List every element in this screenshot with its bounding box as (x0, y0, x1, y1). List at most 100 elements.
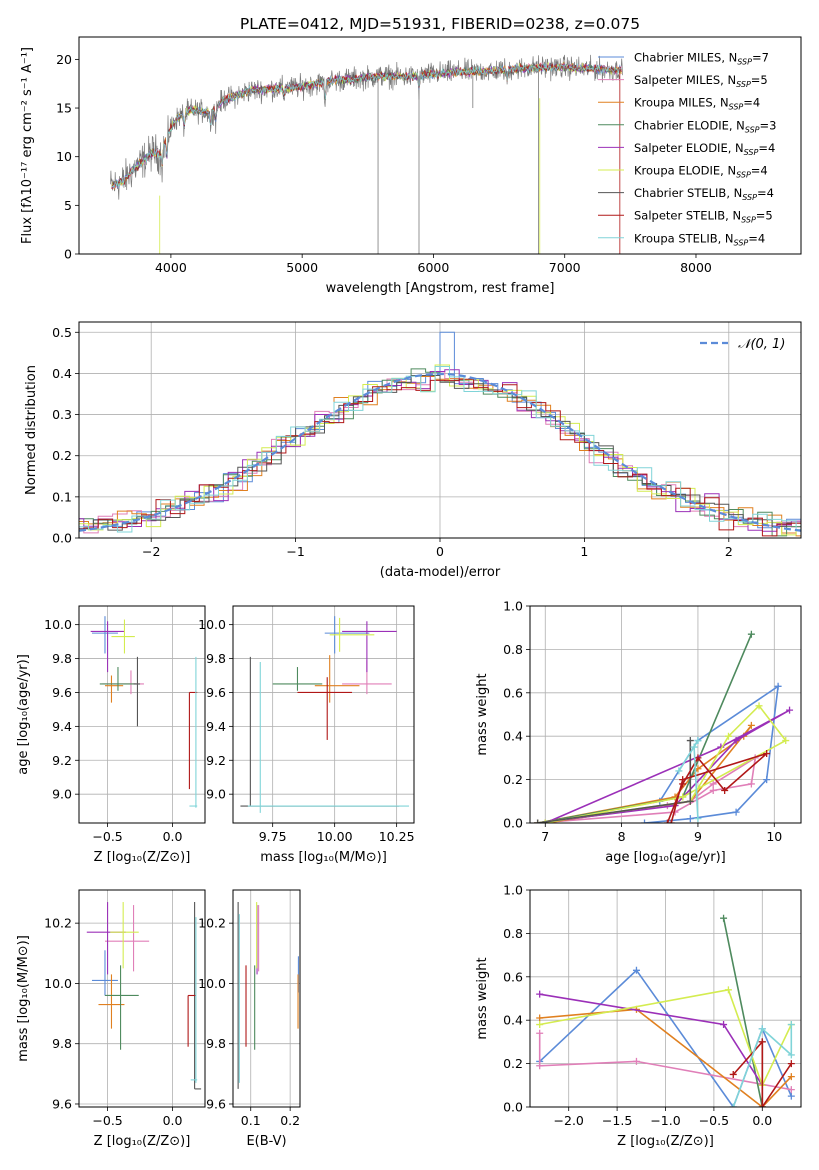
x-tick-label: 6000 (418, 260, 450, 275)
x-tick-label: 8 (618, 829, 626, 844)
x-tick-label: 2 (725, 544, 733, 559)
y-tick-label: 9.6 (52, 685, 72, 700)
histogram-kroupa-miles (79, 376, 801, 537)
x-tick-label: 10.25 (379, 829, 415, 844)
plot-area (233, 890, 300, 1107)
marker-plus (694, 754, 702, 762)
x-tick-label: 0.0 (163, 829, 183, 844)
y-tick-label: 9.8 (52, 651, 72, 666)
y-tick-label: 15 (56, 101, 72, 116)
histogram-salpeter-miles (79, 371, 801, 534)
x-axis-label: Z [log₁₀(Z/Z⊙)] (94, 1134, 191, 1149)
y-tick-label: 0.3 (52, 407, 72, 422)
y-tick-label: 10.2 (44, 916, 72, 931)
y-tick-label: 9.8 (52, 1036, 72, 1051)
model-trace-chabrier-elodie (111, 63, 622, 188)
marker-plus (787, 1060, 795, 1068)
y-tick-label: 0.8 (503, 642, 523, 657)
marker-plus (675, 767, 683, 775)
x-tick-label: 1 (580, 544, 588, 559)
legend-label: Kroupa ELODIE, NSSP=4 (634, 164, 768, 180)
x-tick-label: 10.00 (317, 829, 353, 844)
chart-age_vs_mass: 9.75 10.00 10.25 9.0 9.2 9.4 9.6 9.8 10.0 mass [l… (198, 605, 415, 865)
y-tick-label: 0.4 (503, 729, 523, 744)
y-tick-label: 0.4 (503, 1013, 523, 1028)
model-trace-chabrier-miles (111, 63, 622, 189)
x-tick-label: −0.5 (92, 1113, 122, 1128)
y-tick-label: 0.2 (52, 448, 72, 463)
x-tick-label: −2 (142, 544, 160, 559)
x-tick-label: 7 (541, 829, 549, 844)
marker-plus (536, 1014, 544, 1022)
series-line-chabrier-elodie (537, 633, 753, 823)
marker-plus (763, 750, 771, 758)
legend-label: Kroupa MILES, NSSP=4 (634, 96, 760, 112)
x-tick-label: 5000 (286, 260, 318, 275)
y-tick-label: 10.0 (198, 976, 226, 991)
y-tick-label: 1.0 (503, 883, 523, 898)
axes-frame (78, 889, 206, 1108)
marker-plus (724, 986, 732, 994)
x-tick-label: −1.5 (602, 1113, 632, 1128)
x-tick-label: 0 (436, 544, 444, 559)
marker-plus (686, 737, 694, 745)
axes-frame (232, 605, 415, 824)
model-trace-kroupa-stelib (111, 63, 622, 189)
marker-plus (724, 732, 732, 740)
marker-plus (747, 721, 755, 729)
histogram-chabrier-stelib (79, 375, 801, 535)
marker-plus (679, 793, 687, 801)
y-axis-label: Flux [fλ10⁻¹⁷ erg cm⁻² s⁻¹ A⁻¹] (20, 47, 35, 244)
y-tick-label: 0.2 (503, 1056, 523, 1071)
marker-plus (782, 737, 790, 745)
chart-age_vs_Z: −0.5 0.0 9.0 9.2 9.4 9.6 9.8 10.0 Z [log₁₀(Z/Z⊙)… (16, 605, 206, 865)
y-tick-label: 10.0 (44, 617, 72, 632)
marker-plus (686, 797, 694, 805)
x-tick-label: 4000 (155, 260, 187, 275)
y-axis-label: mass [log₁₀(M/M⊙)] (16, 935, 31, 1062)
x-tick-label: 9.75 (259, 829, 287, 844)
marker-plus (541, 819, 549, 823)
legend-label: Chabrier MILES, NSSP=7 (634, 51, 769, 67)
marker-plus (679, 776, 687, 784)
y-axis-label: age [log₁₀(age/yr)] (16, 654, 31, 775)
model-trace-chabrier-stelib (111, 62, 622, 190)
axes-frame (78, 321, 802, 539)
legend-label: Chabrier STELIB, NSSP=4 (634, 186, 774, 202)
y-tick-label: 1.0 (503, 599, 523, 614)
y-tick-label: 0.1 (52, 489, 72, 504)
model-trace-salpeter-elodie (111, 62, 622, 189)
marker-plus (694, 737, 702, 745)
chart-mass_weight_vs_Z: −2.0 −1.5 −1.0 −0.5 0.0 0.0 0.2 0.4 0.6 0.8 1.0 Z [… (475, 883, 802, 1149)
series-line-salpeter-miles (538, 1033, 792, 1091)
marker-plus (786, 706, 794, 714)
plot-area (79, 890, 205, 1107)
series-line-chabrier-miles (539, 969, 793, 1107)
axes-frame (529, 605, 802, 824)
marker-plus (729, 1103, 737, 1107)
marker-plus (536, 1029, 544, 1037)
plot-area (110, 54, 623, 254)
normal-curve (79, 372, 801, 532)
series-line-kroupa-miles (539, 1008, 792, 1107)
y-tick-label: 9.4 (206, 719, 226, 734)
x-tick-label: 0.2 (280, 1113, 300, 1128)
y-tick-label: 20 (56, 52, 72, 67)
histogram-kroupa-stelib (79, 366, 801, 533)
plot-area (530, 606, 801, 823)
y-tick-label: 0 (64, 247, 72, 262)
y-tick-label: 9.0 (52, 787, 72, 802)
marker-plus (690, 743, 698, 751)
marker-plus (787, 1051, 795, 1059)
x-tick-label: 0.0 (163, 1113, 183, 1128)
x-tick-label: −0.5 (92, 829, 122, 844)
marker-plus (709, 780, 717, 788)
marker-plus (536, 1021, 544, 1029)
marker-plus (758, 1103, 766, 1107)
y-tick-label: 9.8 (206, 651, 226, 666)
marker-plus (729, 1070, 737, 1078)
figure-title: PLATE=0412, MJD=51931, FIBERID=0238, z=0… (240, 15, 640, 33)
axes-frame (529, 889, 802, 1108)
series-line-salpeter-elodie (539, 993, 763, 1086)
